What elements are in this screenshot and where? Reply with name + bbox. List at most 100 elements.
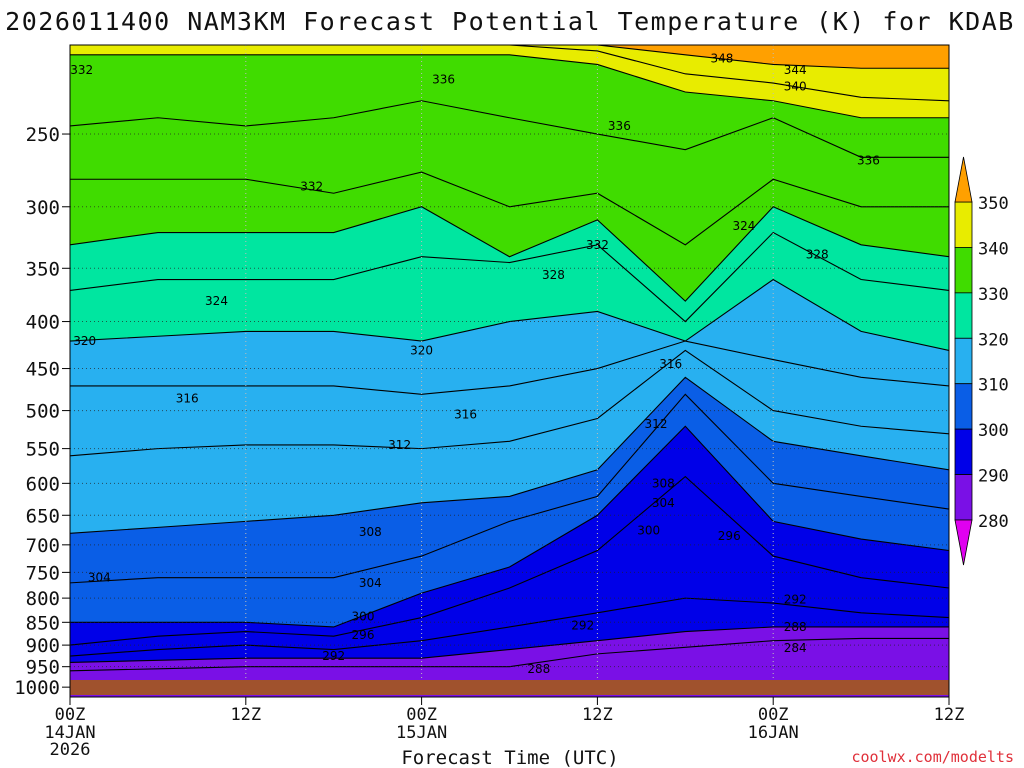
contour-label: 292 (784, 593, 807, 607)
contour-label: 336 (857, 153, 880, 167)
contour-labels: 332 336 348 344 340 336 336 332 324 332 328 328 324 3… (70, 52, 880, 676)
colorbar-box (954, 201, 973, 248)
y-axis: 2503003504004505005506006507007508008509… (14, 124, 70, 699)
y-tick-label: 300 (26, 197, 60, 219)
contour-label: 324 (205, 294, 228, 308)
y-tick-label: 800 (26, 588, 60, 610)
colorbar: 350 340 330 320 310 300 290 280 (954, 156, 1009, 566)
contour-label: 308 (652, 476, 675, 490)
contour-label: 312 (645, 417, 668, 431)
contour-label: 300 (352, 610, 375, 624)
colorbar-label: 350 (978, 194, 1009, 214)
band-fill-348 (70, 45, 949, 69)
contour-label: 312 (388, 438, 411, 452)
x-tick-label: 12Z (230, 705, 261, 725)
x-tick-label: 00Z (406, 705, 437, 725)
contour-label: 336 (432, 72, 455, 86)
contour-fill (70, 45, 949, 697)
y-tick-label: 400 (26, 312, 60, 334)
isentrope-348 (70, 45, 949, 69)
contour-label: 296 (352, 628, 375, 642)
ground-surface-bar (70, 680, 949, 695)
isentrope-308 (70, 376, 949, 534)
y-tick-label: 850 (26, 612, 60, 634)
contour-label: 316 (454, 408, 477, 422)
contour-label: 344 (784, 63, 807, 77)
contour-label: 292 (322, 649, 345, 663)
y-tick-label: 1000 (14, 677, 60, 699)
contour-label: 288 (784, 620, 807, 634)
x-tick-label: 00Z (758, 705, 789, 725)
isentrope-288 (70, 626, 949, 664)
y-tick-label: 700 (26, 535, 60, 557)
colorbar-top-arrow (954, 156, 973, 203)
x-tick-year: 2026 (50, 740, 91, 760)
x-tick-date: 14JAN (44, 723, 95, 743)
contour-label: 284 (784, 641, 807, 655)
contour-label: 300 (637, 523, 660, 537)
y-tick-label: 900 (26, 635, 60, 657)
contour-label: 304 (652, 496, 675, 510)
isentrope-316 (70, 340, 949, 395)
colorbar-box (954, 247, 973, 294)
colorbar-label: 340 (978, 239, 1009, 259)
isentrope-340 (70, 54, 949, 119)
colorbar-label: 280 (978, 512, 1009, 532)
contour-label: 292 (571, 619, 594, 633)
contour-label: 340 (784, 80, 807, 94)
contour-label: 328 (806, 247, 829, 261)
contour-label: 288 (527, 662, 550, 676)
contour-label: 332 (70, 63, 93, 77)
y-tick-label: 600 (26, 473, 60, 495)
y-tick-label: 550 (26, 439, 60, 461)
contour-label: 320 (73, 334, 96, 348)
y-tick-label: 450 (26, 359, 60, 381)
colorbar-label: 320 (978, 330, 1009, 350)
y-tick-label: 650 (26, 505, 60, 527)
colorbar-label: 300 (978, 421, 1009, 441)
contour-label: 316 (659, 357, 682, 371)
isentrope-332 (70, 171, 949, 246)
isentrope-284 (70, 637, 949, 672)
isentrope-320 (70, 278, 949, 351)
isentrope-312 (70, 349, 949, 457)
y-tick-label: 350 (26, 258, 60, 280)
isentrope-344 (70, 45, 949, 102)
contour-label: 332 (300, 179, 323, 193)
contour-label: 324 (732, 219, 755, 233)
colorbar-box (954, 337, 973, 385)
contour-lines (70, 45, 949, 672)
isentrope-296 (70, 475, 949, 646)
contour-label: 316 (176, 391, 199, 405)
contour-label: 332 (586, 238, 609, 252)
y-tick-label: 950 (26, 657, 60, 679)
colorbar-label: 310 (978, 376, 1009, 396)
isentrope-304 (70, 393, 949, 584)
contour-label: 304 (359, 576, 382, 590)
contour-label: 304 (88, 571, 111, 585)
y-tick-label: 750 (26, 562, 60, 584)
contour-label: 308 (359, 525, 382, 539)
contour-label: 348 (710, 52, 733, 66)
colorbar-label: 330 (978, 285, 1009, 305)
colorbar-label: 290 (978, 467, 1009, 487)
isentrope-300 (70, 425, 949, 628)
colorbar-box (954, 383, 973, 430)
chart-title: 2026011400 NAM3KM Forecast Potential Tem… (5, 7, 1015, 36)
y-tick-label: 250 (26, 124, 60, 146)
isentrope-324 (70, 231, 949, 323)
isentrope-328 (70, 206, 949, 302)
isentrope-292 (70, 597, 949, 657)
colorbar-box (954, 474, 973, 521)
x-tick-label: 12Z (934, 705, 965, 725)
x-tick-label: 12Z (582, 705, 613, 725)
colorbar-box (954, 292, 973, 339)
contour-label: 296 (718, 529, 741, 543)
watermark: coolwx.com/modelts (851, 748, 1014, 766)
x-tick-date: 16JAN (748, 723, 799, 743)
y-tick-label: 500 (26, 401, 60, 423)
isentrope-336 (70, 100, 949, 158)
plot-frame (69, 44, 950, 698)
contour-label: 336 (608, 119, 631, 133)
